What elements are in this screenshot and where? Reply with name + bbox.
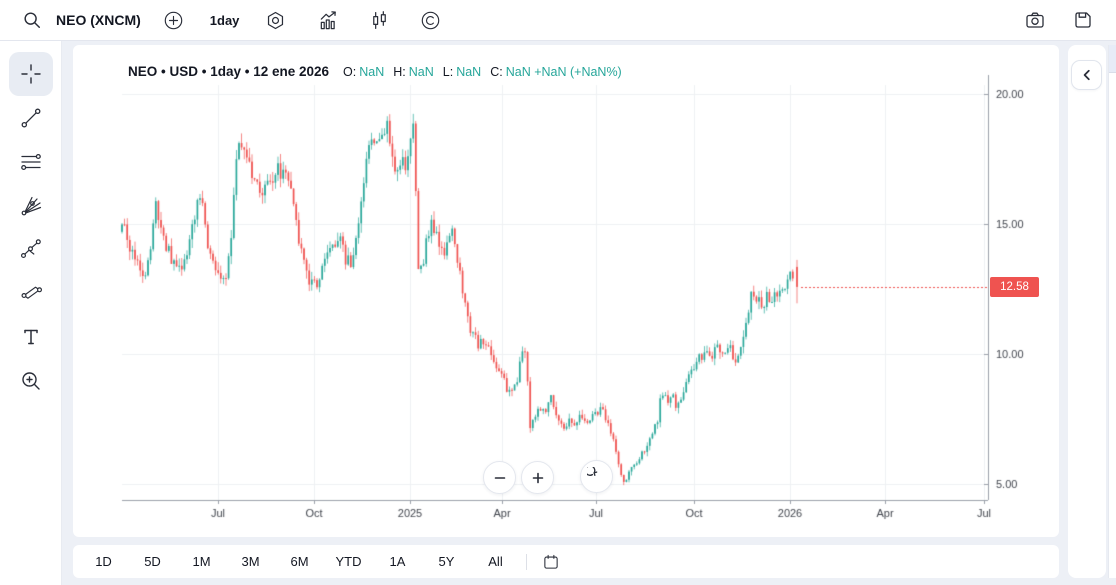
range-button-1d[interactable]: 1D [80,548,127,575]
snapshot-camera-icon [1026,12,1044,28]
zoom-in-icon [22,372,40,390]
search-icon [24,12,40,28]
legend-item: L: NaN [442,65,482,79]
tool-fan-lines[interactable] [9,184,53,228]
reset-view-icon [587,466,598,476]
crosshair-icon [21,64,41,84]
range-button-ytd[interactable]: YTD [325,548,372,575]
right-edge-panel [1108,45,1116,578]
text-tool-icon [24,329,38,345]
chart-panel: NEO • USD • 1day • 12 ene 2026 O: NaN H: Na… [73,45,1059,537]
trend-line-icon [21,108,41,128]
symbol-group: NEO (XNCM) 1day [16,5,447,35]
calendar-icon [544,554,558,569]
last-price-badge: 12.58 [990,277,1039,297]
tool-horizontal-lines[interactable] [9,140,53,184]
range-button-6m[interactable]: 6M [276,548,323,575]
price-chart-canvas[interactable] [73,45,1059,537]
save-button[interactable] [1066,5,1100,35]
range-divider [526,553,527,570]
copyright-button[interactable] [414,5,447,35]
legend-item: O: NaN [343,65,385,79]
right-edge-panel-header [1109,45,1116,73]
tool-crosshair[interactable] [9,52,53,96]
tool-polyline-segments[interactable] [9,228,53,272]
fan-lines-icon [21,196,42,216]
range-button-3m[interactable]: 3M [227,548,274,575]
legend-item: H: NaN [393,65,434,79]
legend-title: NEO • USD • 1day • 12 ene 2026 [128,64,330,79]
chart-legend: NEO • USD • 1day • 12 ene 2026 O: NaN H: Na… [128,64,622,79]
tool-text[interactable] [9,315,53,359]
plus-icon [532,472,543,483]
chart-style-button[interactable] [363,5,396,35]
interval-button[interactable]: 1day [196,5,254,35]
zoom-in-button[interactable] [521,461,554,494]
add-symbol-icon [164,11,183,29]
tool-parallel-channel[interactable] [9,271,53,315]
range-button-all[interactable]: All [472,548,519,575]
snapshot-button[interactable] [1018,5,1052,35]
range-button-1m[interactable]: 1M [178,548,225,575]
zoom-out-button[interactable] [483,461,516,494]
legend-item: C: NaN +NaN (+NaN%) [490,65,622,79]
go-to-date-button[interactable] [536,548,566,576]
settings-hexagon-icon [268,11,284,29]
tool-trend-line[interactable] [9,96,53,140]
range-bar: 1D 5D 1M 3M 6M YTD 1A 5Y All [73,545,1059,578]
indicators-icon [321,10,337,29]
topbar-right-group [1018,5,1100,35]
expand-panel-button[interactable] [1071,60,1102,90]
copyright-icon [422,11,440,29]
range-button-5y[interactable]: 5Y [423,548,470,575]
range-button-1a[interactable]: 1A [374,548,421,575]
range-button-5d[interactable]: 5D [129,548,176,575]
minus-icon [494,476,505,479]
top-toolbar: NEO (XNCM) 1day [0,0,1116,41]
indicators-button[interactable] [312,5,345,35]
tool-zoom-in[interactable] [9,359,53,403]
interval-label: 1day [209,12,240,28]
polyline-segments-icon [20,239,41,259]
range-buttons: 1D 5D 1M 3M 6M YTD 1A 5Y All [79,548,520,575]
horizontal-lines-icon [21,153,41,171]
reset-view-button[interactable] [580,460,613,493]
drawing-toolbar [0,41,62,585]
symbol-search-button[interactable] [16,5,48,35]
save-icon [1075,12,1091,28]
add-symbol-button[interactable] [157,5,190,35]
settings-button[interactable] [259,5,292,35]
chevron-left-icon [1083,69,1090,81]
symbol-name[interactable]: NEO (XNCM) [56,12,141,28]
chart-style-candles-icon [373,10,387,29]
right-sidebar [1068,45,1106,578]
parallel-channel-icon [21,286,43,299]
legend-ohlc: O: NaN H: NaN L: NaN C: NaN +NaN (+NaN%) [343,65,622,79]
